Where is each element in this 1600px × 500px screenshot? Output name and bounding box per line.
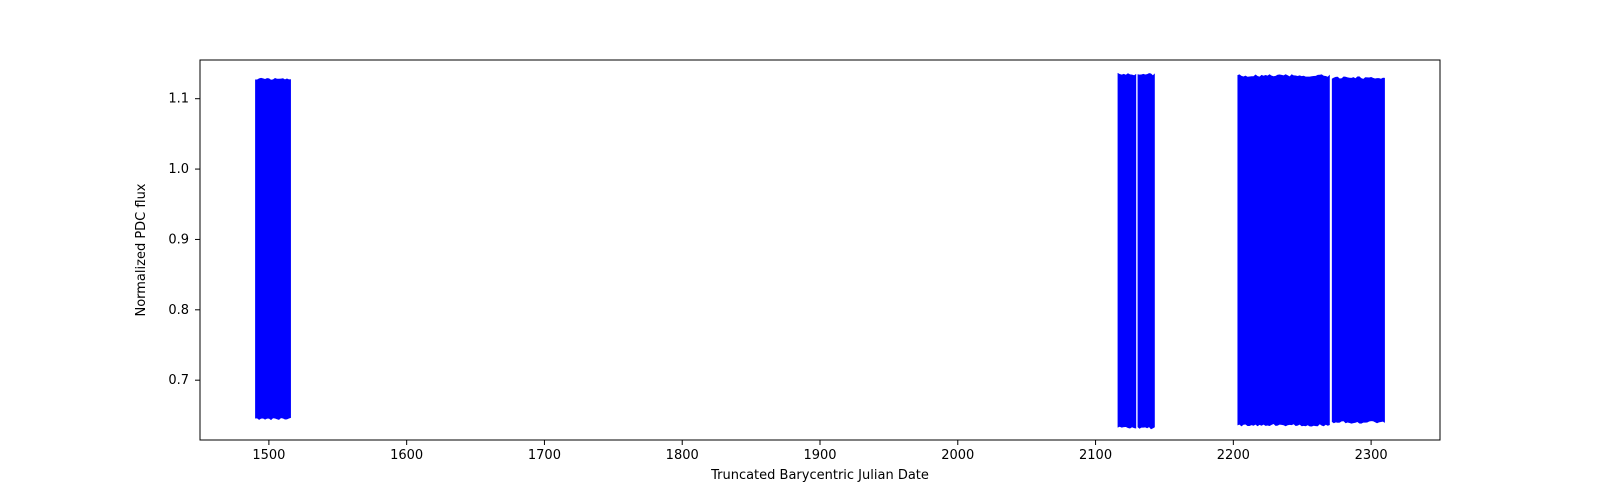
x-tick-label: 1500 [252,448,285,463]
flux-scatter-chart: 1500 1600 1700 1800 1900 2000 2100 2200 2300 0.7… [0,0,1600,500]
x-tick-label: 1900 [803,448,836,463]
y-axis: 0.7 0.8 0.9 1.0 1.1 [168,92,200,388]
y-tick-label: 0.7 [168,373,189,388]
x-tick-label: 1700 [528,448,561,463]
x-tick-label: 2100 [1079,448,1112,463]
x-tick-label: 2300 [1355,448,1388,463]
y-tick-label: 1.0 [168,162,189,177]
y-tick-label: 0.9 [168,232,189,247]
x-axis-label: Truncated Barycentric Julian Date [710,468,929,483]
data-segment [1118,73,1137,429]
data-segment [1332,76,1385,423]
data-segment [255,78,291,420]
x-tick-label: 2000 [941,448,974,463]
x-tick-label: 2200 [1217,448,1250,463]
y-tick-label: 0.8 [168,303,189,318]
x-tick-label: 1800 [666,448,699,463]
y-axis-label: Normalized PDC flux [134,183,149,316]
chart-root: 1500 1600 1700 1800 1900 2000 2100 2200 2300 0.7… [0,0,1600,500]
y-tick-label: 1.1 [168,92,189,107]
data-segment [1237,74,1329,426]
x-tick-label: 1600 [390,448,423,463]
data-segment [1138,73,1155,429]
x-axis: 1500 1600 1700 1800 1900 2000 2100 2200 2300 [252,440,1387,463]
